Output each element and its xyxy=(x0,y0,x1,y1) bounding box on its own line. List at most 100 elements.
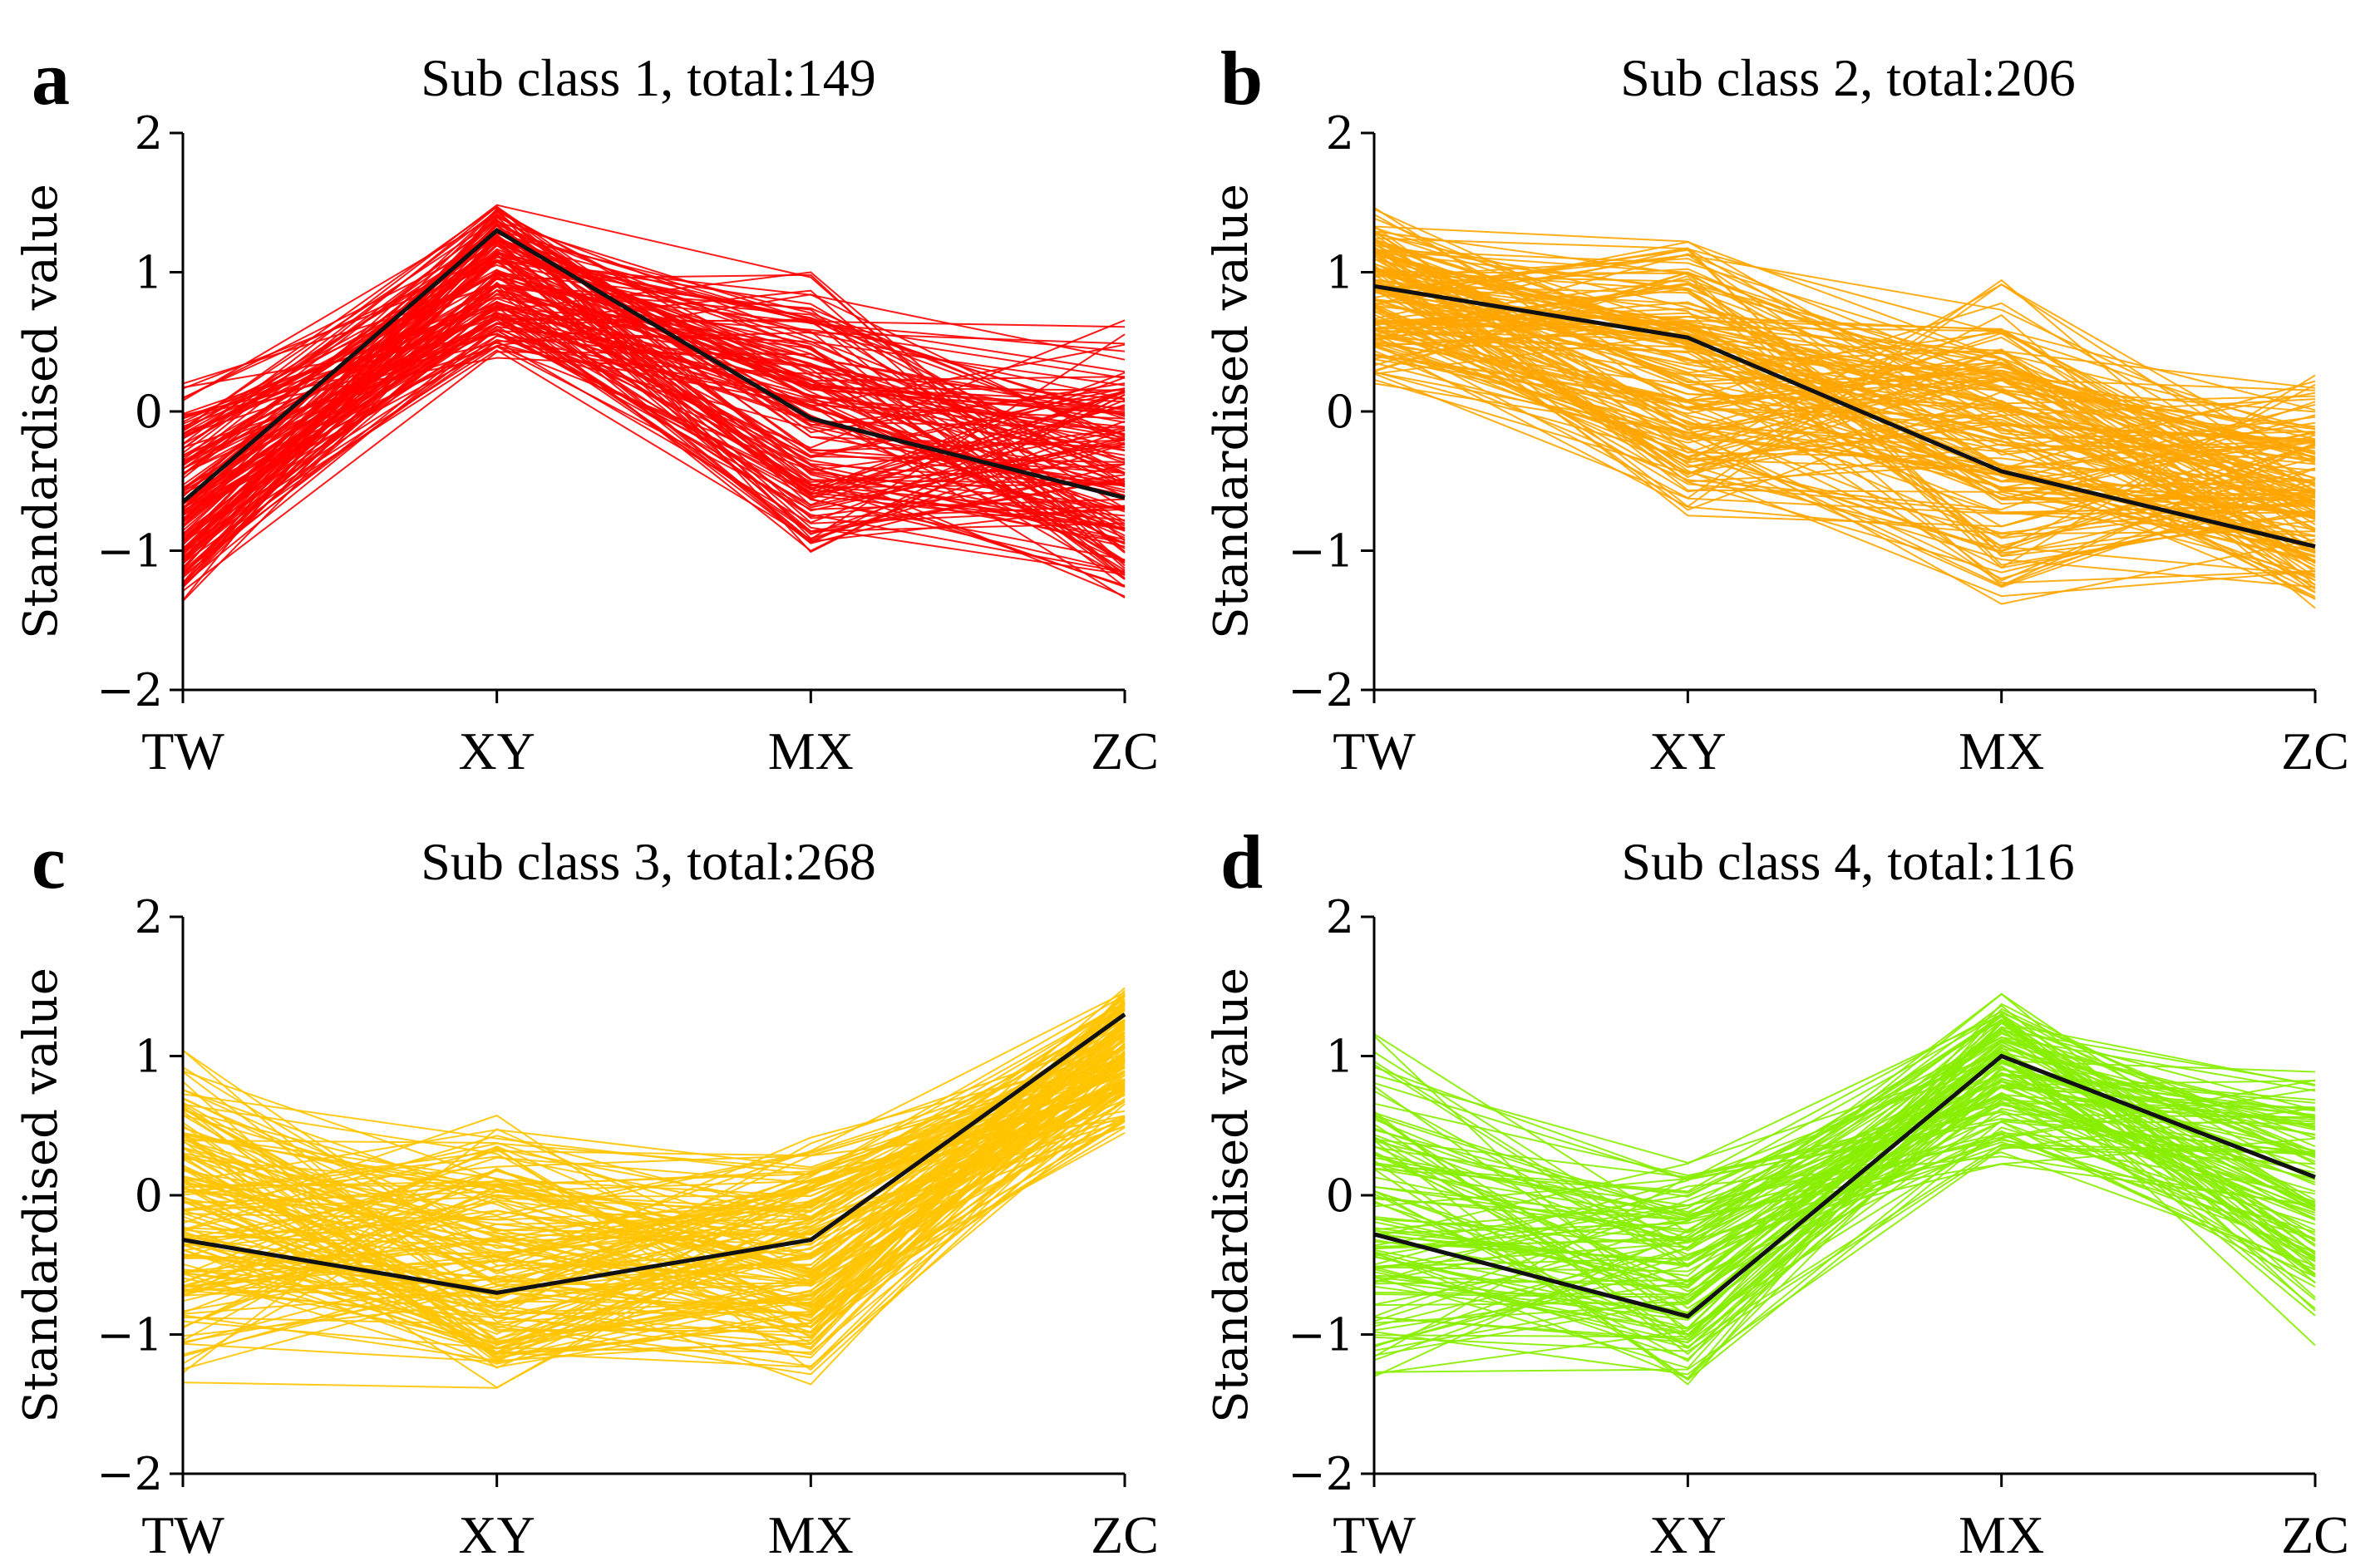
member-line xyxy=(182,1064,1126,1365)
member-line xyxy=(182,325,1126,577)
y-tick-label: −2 xyxy=(96,1448,163,1500)
member-line xyxy=(1373,332,2316,553)
panel-letter: a xyxy=(32,36,70,121)
panel-b: b Sub class 2, total:206 Standardised valu… xyxy=(1205,36,2349,780)
member-line xyxy=(182,272,1126,562)
member-line xyxy=(182,1032,1126,1354)
member-line xyxy=(182,1032,1126,1308)
member-line xyxy=(1373,248,2316,436)
member-line xyxy=(1373,251,2316,501)
y-tick-label: −1 xyxy=(1288,1309,1354,1362)
member-line xyxy=(1373,1046,2316,1314)
member-line xyxy=(182,301,1126,579)
member-line xyxy=(182,272,1126,464)
y-tick-label: −1 xyxy=(96,1309,163,1362)
member-line xyxy=(182,340,1126,543)
member-lines xyxy=(1373,206,2316,609)
member-line xyxy=(182,1085,1126,1343)
centroid-line xyxy=(181,228,1126,504)
member-line xyxy=(182,239,1126,535)
member-line xyxy=(182,1103,1126,1367)
member-line xyxy=(182,1070,1126,1197)
member-line xyxy=(182,1032,1126,1286)
member-line xyxy=(1373,1110,2316,1259)
panel-letter: d xyxy=(1220,820,1263,904)
x-tick-label: ZC xyxy=(2281,1505,2349,1561)
member-lines xyxy=(182,987,1126,1389)
member-line xyxy=(1373,238,2316,455)
panel-d: d Sub class 4, total:116 Standardised valu… xyxy=(1205,820,2349,1561)
member-line xyxy=(1373,318,2316,562)
member-line xyxy=(182,1042,1126,1359)
member-line xyxy=(182,992,1126,1305)
member-line xyxy=(1373,241,2316,563)
panel-a: a Sub class 1, total:149 Standardised valu… xyxy=(14,36,1159,780)
member-line xyxy=(1373,382,2316,537)
member-line xyxy=(182,992,1126,1345)
member-line xyxy=(182,1066,1126,1239)
member-line xyxy=(1373,1132,2316,1271)
member-line xyxy=(182,1062,1126,1298)
member-line xyxy=(1373,1079,2316,1216)
member-line xyxy=(182,1097,1126,1353)
x-tick-label: MX xyxy=(1959,721,2044,780)
member-line xyxy=(1373,288,2316,514)
member-line xyxy=(1373,225,2316,441)
x-tick-label: XY xyxy=(458,721,535,780)
member-line xyxy=(1373,288,2316,557)
member-line xyxy=(182,1074,1126,1371)
member-line xyxy=(1373,1018,2316,1221)
member-line xyxy=(1373,1061,2316,1260)
x-tick-label: XY xyxy=(1649,721,1726,780)
member-line xyxy=(1373,1026,2316,1329)
y-tick-label: −2 xyxy=(1288,1448,1354,1500)
x-tick-label: TW xyxy=(141,1505,224,1561)
member-line xyxy=(1373,232,2316,460)
member-line xyxy=(182,253,1126,420)
member-line xyxy=(1373,353,2316,470)
member-line xyxy=(1373,302,2316,479)
member-line xyxy=(1373,1036,2316,1198)
x-tick-label: XY xyxy=(458,1505,535,1561)
y-tick-label: 0 xyxy=(135,1170,163,1222)
member-line xyxy=(1373,1010,2316,1266)
member-line xyxy=(182,1080,1126,1297)
y-tick-label: −1 xyxy=(96,525,163,578)
member-line xyxy=(182,1058,1126,1243)
x-tick-label: TW xyxy=(1333,1505,1416,1561)
member-line xyxy=(1373,278,2316,510)
member-line xyxy=(182,1018,1126,1315)
member-line xyxy=(1373,283,2316,461)
x-tick-label: MX xyxy=(768,721,854,780)
member-line xyxy=(182,1060,1126,1257)
centroid-line xyxy=(1373,283,2316,549)
member-line xyxy=(182,1125,1126,1350)
member-line xyxy=(1373,305,2316,534)
member-line xyxy=(1373,243,2316,590)
member-line xyxy=(182,315,1126,558)
member-line xyxy=(1373,1096,2316,1283)
member-line xyxy=(182,1050,1126,1345)
y-axis-label: Standardised value xyxy=(1205,968,1259,1423)
y-tick-label: −2 xyxy=(96,664,163,716)
y-tick-label: 2 xyxy=(135,107,163,160)
member-line xyxy=(1373,1107,2316,1373)
member-line xyxy=(182,1059,1126,1368)
member-line xyxy=(182,209,1126,548)
centroid-line xyxy=(182,1012,1126,1295)
member-line xyxy=(1373,1019,2316,1287)
y-tick-label: 1 xyxy=(1326,247,1354,299)
x-tick-label: MX xyxy=(768,1505,854,1561)
x-tick-label: ZC xyxy=(1091,1505,1159,1561)
y-tick-label: 0 xyxy=(135,386,163,438)
y-tick-label: 1 xyxy=(1326,1031,1354,1083)
member-line xyxy=(182,239,1126,586)
member-line xyxy=(1373,239,2316,561)
panel-title: Sub class 1, total:149 xyxy=(421,48,876,107)
member-line xyxy=(182,1053,1126,1341)
y-tick-label: −2 xyxy=(1288,664,1354,716)
panel-title: Sub class 2, total:206 xyxy=(1620,48,2076,107)
member-line xyxy=(1373,1077,2316,1320)
member-line xyxy=(182,1045,1126,1306)
member-line xyxy=(1373,268,2316,528)
